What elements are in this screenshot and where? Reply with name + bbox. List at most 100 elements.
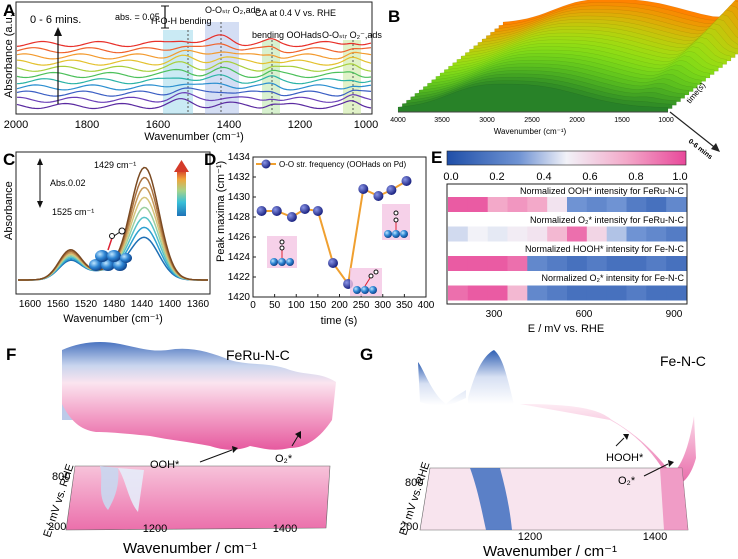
b-xticks: 4000 3500 3000 2500 2000 1500 1000: [390, 117, 674, 124]
d-point: [401, 176, 412, 186]
d-point: [373, 191, 384, 201]
b-xtick: 4000: [390, 117, 406, 124]
band-ooh: [262, 40, 280, 114]
d-ylabel: Peak maxima (cm⁻¹): [215, 161, 227, 262]
g-floor: [419, 467, 689, 531]
e-heat-cell: [606, 285, 627, 301]
g-xlabel: Wavenumber / cm⁻¹: [483, 543, 617, 559]
panel-e: E 0.0 0.2 0.4 0.6 0.8 1.0 Normalized OOH…: [431, 148, 688, 335]
d-legend-text: O-O str. frequency (OOHads on Pd): [279, 160, 406, 169]
panel-c-frame: [15, 151, 211, 295]
panel-b: B 4000 3500 3000 2500 2000 1500 1000 Wav…: [388, 0, 738, 161]
d-ytick: 1426: [228, 232, 251, 243]
g-ann1-arrow: [615, 437, 625, 447]
f-floor-white: [118, 468, 144, 512]
f-ytick: 200: [48, 521, 66, 533]
panel-g: G Fe-N-C HOOH* O₂* E / mV vs. RHE 800 20…: [360, 345, 706, 559]
e-cbar-tick: 0.6: [582, 171, 597, 183]
e-heat-cell: [527, 285, 548, 301]
e-heat-cell: [666, 226, 687, 242]
e-row-label: Normalized HOOH* intensity for Fe-N-C: [525, 244, 685, 254]
e-heat-cell: [507, 226, 528, 242]
e-xlabel: E / mV vs. RHE: [528, 323, 604, 335]
panel-f: F FeRu-N-C OOH* O₂* E / mV vs. RHE 800 2…: [6, 342, 336, 557]
g-ann1: HOOH*: [606, 452, 644, 464]
a-xticks: 2000 1800 1600 1400 1200 1000: [4, 119, 378, 131]
panel-c-label: C: [3, 150, 15, 169]
plot-d: 1420 1422 1424 1426 1428 1430 1432 1434 0 50 100 15…: [228, 152, 435, 311]
d-xtick: 50: [269, 300, 281, 311]
b-time-arrow-head: [711, 143, 720, 152]
d-xtick: 300: [374, 300, 391, 311]
c-xtick: 1440: [131, 299, 154, 310]
e-xticks: 300 600 900: [486, 309, 683, 320]
spectrum-line: [16, 91, 372, 103]
spectra-a: [16, 34, 372, 110]
c-xtick: 1520: [75, 299, 98, 310]
e-heat-cell: [646, 197, 667, 212]
d-point: [358, 184, 369, 194]
band-label-ooh: bending OOHads: [252, 30, 322, 40]
e-heat-cell: [666, 197, 687, 212]
e-heat-cell: [507, 285, 528, 301]
e-heat-cell: [547, 256, 568, 271]
g-floor-blue: [470, 468, 512, 530]
c-xtick: 1400: [159, 299, 182, 310]
d-xtick: 200: [331, 300, 348, 311]
c-spectrum-line: [18, 216, 208, 281]
e-row-label: Normalized O₂* intensity for FeRu-N-C: [530, 215, 685, 225]
g-surface-peak: [468, 350, 514, 404]
b-time-arrow: [669, 111, 719, 151]
e-heat-cell: [527, 256, 548, 271]
g-ytick: 200: [400, 521, 418, 533]
panel-e-label: E: [431, 148, 442, 167]
e-heat-cell: [626, 197, 647, 212]
g-surface-left: [418, 362, 466, 406]
panel-a: A 0 - 6 mins. abs. = 0.05 CA at 0.4 V vs…: [3, 1, 382, 143]
b-xtick: 2000: [569, 117, 585, 124]
d-inset-ooh2-icon: [382, 204, 410, 240]
c-peak1: 1429 cm⁻¹: [94, 160, 136, 170]
d-point: [286, 212, 297, 222]
e-heat-cell: [448, 285, 469, 301]
b-xtick: 1000: [658, 117, 674, 124]
e-heat-cell: [567, 256, 588, 271]
e-colorbar-ticks: 0.0 0.2 0.4 0.6 0.8 1.0: [443, 171, 687, 183]
f-ann1: OOH*: [150, 459, 180, 471]
spectrum-line: [16, 74, 372, 85]
f-floor-blue: [100, 466, 119, 510]
g-ann2: O₂*: [618, 475, 636, 487]
d-inset-ooh-icon: [267, 236, 297, 268]
e-heat-cell: [507, 197, 528, 212]
g-ann1-head: [623, 434, 629, 440]
panel-c: C Abs.0.02 1429 cm⁻¹ 1525 cm⁻¹ Absorbanc…: [3, 150, 211, 325]
spectrum-line: [16, 49, 372, 60]
e-heat-cell: [567, 226, 588, 242]
temp-colorbar-head: [174, 160, 189, 172]
f-ann2: O₂*: [275, 453, 293, 465]
a-xtick: 1200: [288, 119, 312, 131]
e-row-label: Normalized O₂* intensity for Fe-N-C: [541, 273, 684, 283]
e-cbar-tick: 0.8: [628, 171, 643, 183]
b-xtick: 3500: [434, 117, 450, 124]
e-cbar-tick: 0.2: [489, 171, 504, 183]
panel-b-label: B: [388, 7, 400, 26]
waterfall-b: [397, 0, 738, 113]
waterfall-slice: [397, 83, 669, 113]
spectrum-line: [16, 60, 372, 72]
e-heat-cell: [626, 256, 647, 271]
g-ytick: 800: [405, 477, 423, 489]
band-label-o2minus: O-Oₛₜᵣ O₂⁻,ads: [322, 30, 382, 40]
time-label: 0 - 6 mins.: [30, 14, 81, 26]
e-colorbar: [446, 150, 687, 166]
e-heat-cell: [467, 197, 489, 212]
e-xtick: 300: [486, 309, 503, 320]
c-scale-up: [37, 158, 43, 165]
e-heat-cell: [487, 226, 508, 242]
f-ytick: 800: [52, 471, 70, 483]
d-ytick: 1430: [228, 192, 251, 203]
g-ann2-arrow: [643, 463, 669, 477]
e-cbar-tick: 0.0: [443, 171, 458, 183]
d-legend-marker: [261, 159, 271, 169]
d-xtick: 150: [310, 300, 327, 311]
